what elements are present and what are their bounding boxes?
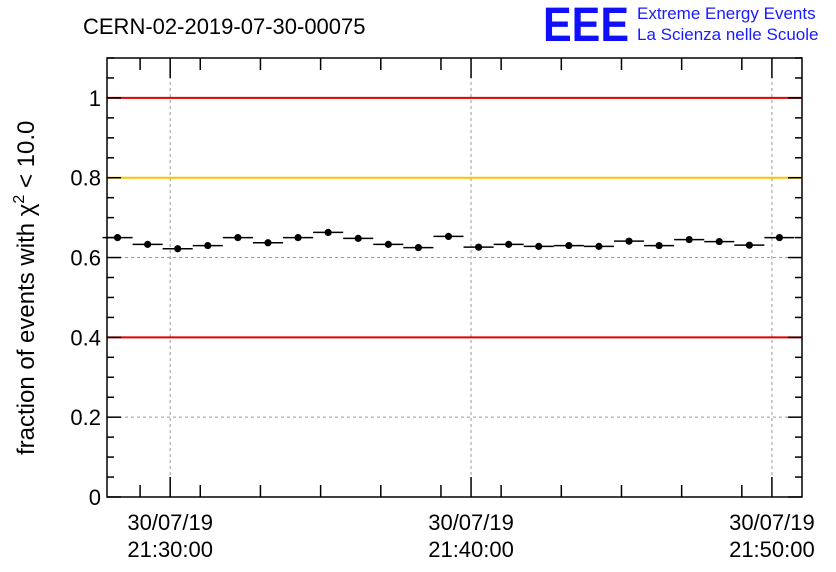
data-point [132, 240, 163, 248]
marker [113, 233, 122, 242]
data-point [764, 233, 795, 242]
marker [685, 235, 693, 244]
y-tick-label: 0 [89, 485, 101, 510]
marker [474, 243, 483, 251]
data-point [734, 241, 765, 249]
marker [234, 233, 242, 242]
marker [144, 240, 152, 248]
y-tick-label: 1 [89, 86, 101, 111]
data-point [523, 242, 554, 250]
marker [565, 241, 573, 250]
data-point [613, 237, 645, 245]
y-tick-label: 0.4 [70, 325, 101, 350]
data-point [583, 242, 614, 250]
data-point [704, 237, 735, 246]
data-point [463, 243, 494, 251]
marker [535, 242, 543, 250]
data-point [433, 232, 464, 240]
x-tick-date: 30/07/19 [127, 510, 213, 535]
data-point [192, 241, 223, 250]
chart-title: CERN-02-2019-07-30-00075 [83, 14, 366, 39]
x-tick-date: 30/07/19 [428, 510, 514, 535]
marker [354, 234, 362, 242]
x-tick-time: 21:50:00 [729, 537, 815, 562]
y-tick-label: 0.6 [70, 246, 101, 271]
data-point [252, 239, 284, 247]
x-tick-time: 21:40:00 [428, 537, 514, 562]
marker [655, 241, 663, 250]
logo-mark: EEE [543, 0, 629, 52]
data-point [403, 243, 434, 252]
marker [204, 241, 212, 250]
data-point [674, 235, 705, 244]
y-tick-label: 0.2 [70, 405, 101, 430]
marker [174, 245, 182, 253]
logo-line-2: La Scienza nelle Scuole [637, 25, 818, 44]
marker [595, 242, 603, 250]
x-axis: 30/07/1921:30:0030/07/1921:40:0030/07/19… [127, 58, 815, 562]
data-point [283, 233, 314, 242]
plot-frame [106, 57, 803, 498]
data-point [313, 228, 344, 237]
data-point [373, 240, 404, 248]
grid [107, 58, 802, 498]
marker [384, 240, 392, 248]
marker [775, 233, 784, 242]
marker [715, 237, 723, 246]
y-axis: 0 0.2 0.4 0.6 0.8 1 [70, 57, 802, 510]
marker [294, 233, 302, 242]
data-point [222, 233, 253, 242]
x-tick-date: 30/07/19 [729, 510, 815, 535]
marker [414, 243, 422, 252]
marker [264, 239, 272, 247]
y-axis-label: fraction of events with χ2 < 10.0 [11, 121, 40, 455]
marker [745, 241, 753, 249]
eee-logo: EEE Extreme Energy Events La Scienza nel… [543, 0, 818, 52]
data-point [493, 240, 524, 248]
marker [324, 228, 332, 237]
marker [505, 240, 513, 248]
data-point [162, 245, 193, 253]
data-point [644, 241, 675, 250]
marker [444, 232, 453, 240]
x-tick-time: 21:30:00 [127, 537, 213, 562]
y-tick-label: 0.8 [70, 166, 101, 191]
reference-lines [107, 96, 802, 339]
data-point [553, 241, 584, 250]
data-point [343, 234, 374, 242]
logo-line-1: Extreme Energy Events [637, 4, 816, 23]
data-points [102, 228, 795, 253]
marker [625, 237, 633, 245]
